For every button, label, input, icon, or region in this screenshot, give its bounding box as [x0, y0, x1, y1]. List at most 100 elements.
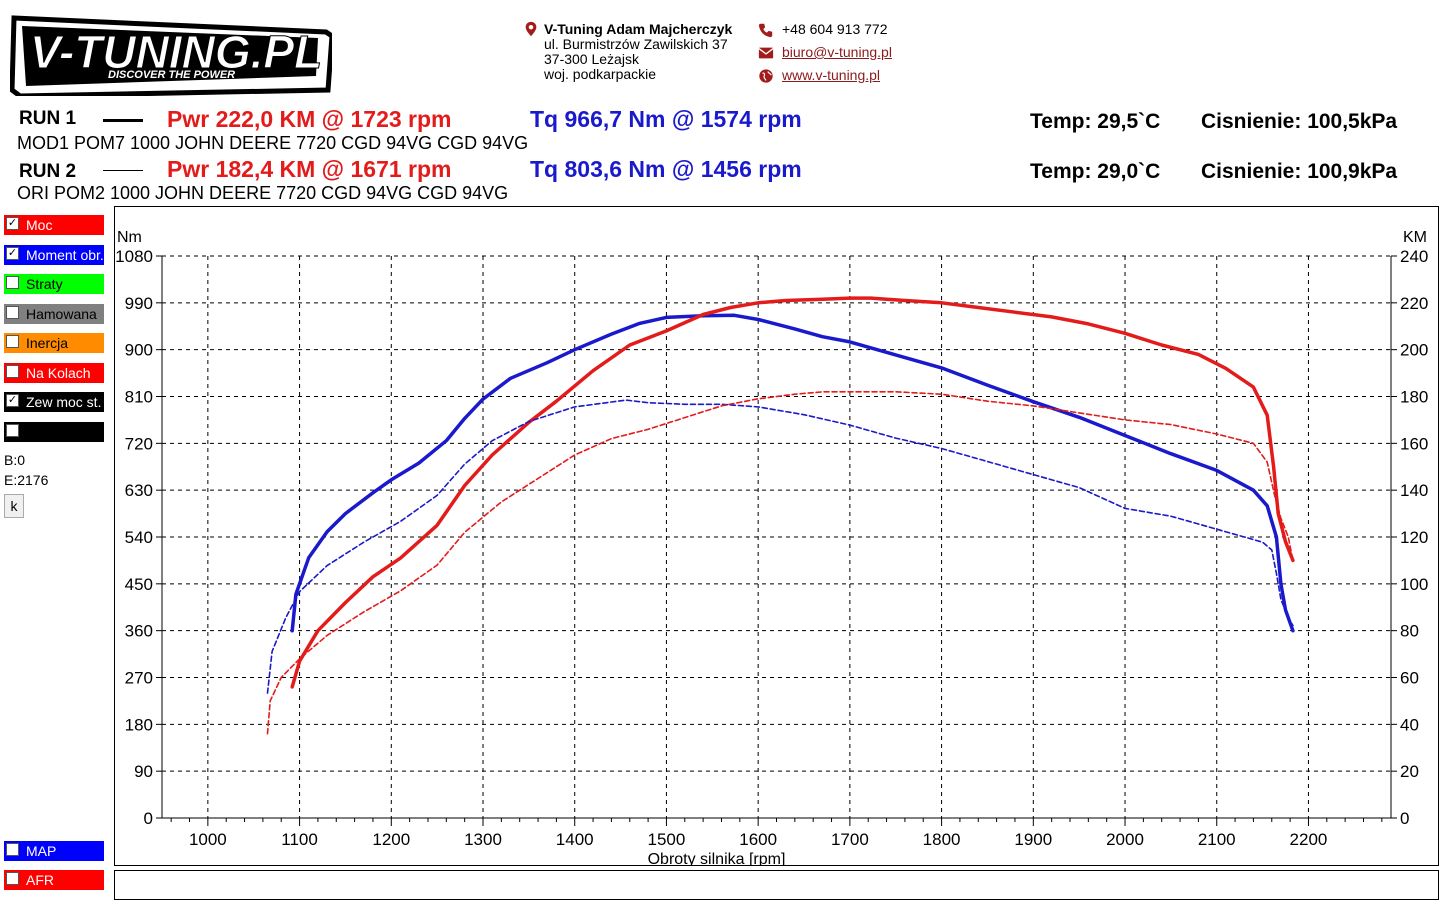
legend-item-map[interactable]: MAP [4, 841, 104, 861]
x-tick-label: 1700 [831, 830, 869, 849]
legend-checkbox[interactable] [6, 276, 19, 289]
legend-label: Moment obr. [26, 246, 104, 263]
phone-icon [758, 23, 773, 38]
legend-checkbox[interactable]: ✓ [6, 246, 19, 260]
y-right-tick-label: 200 [1400, 341, 1428, 360]
legend-checkbox[interactable] [6, 872, 19, 885]
x-tick-label: 1600 [739, 830, 777, 849]
x-tick-label: 1500 [648, 830, 686, 849]
legend-item-hamowana[interactable]: Hamowana [4, 303, 104, 324]
run2-label: RUN 2 [19, 161, 77, 182]
dyno-chart: 0 90 180 270 360 450 540 630 720 810 900 990 1080 0 20… [115, 229, 1428, 868]
y-left-tick-label: 900 [125, 341, 153, 360]
y-right-tick-label: 80 [1400, 622, 1419, 641]
run1-pressure: Cisnienie: 100,5kPa [1201, 110, 1398, 133]
legend-label: Straty [26, 276, 63, 292]
x-axis-title: Obroty silnika [rpm] [648, 851, 786, 865]
website-link[interactable]: www.v-tuning.pl [782, 67, 881, 83]
e-value: E:2176 [4, 472, 49, 488]
globe-icon [759, 69, 773, 83]
legend-label: Inercja [26, 335, 69, 351]
bottom-panel [114, 870, 1439, 900]
x-tick-label: 1100 [281, 830, 318, 849]
b-value: B:0 [4, 452, 26, 468]
y-right-tick-label: 240 [1400, 247, 1428, 266]
legend-checkbox[interactable]: ✓ [6, 394, 19, 407]
legend-label: Zew moc st. [26, 394, 102, 410]
y-left-tick-label: 360 [125, 622, 153, 641]
legend-checkbox[interactable] [6, 423, 19, 437]
run2-power: Pwr 182,4 KM @ 1671 rpm [167, 156, 452, 182]
x-tick-label: 1800 [923, 830, 961, 849]
y-left-tick-label: 1080 [115, 247, 153, 266]
run1-power: Pwr 222,0 KM @ 1723 rpm [167, 106, 452, 132]
address-region: woj. podkarpackie [544, 66, 657, 82]
y-left-tick-label: 450 [125, 575, 153, 594]
y-right-tick-label: 180 [1400, 388, 1428, 407]
x-tick-label: 1200 [372, 830, 410, 849]
run2-pressure: Cisnienie: 100,9kPa [1201, 160, 1398, 183]
legend-label: Moc [26, 217, 53, 233]
y-left-tick-label: 270 [125, 669, 153, 688]
y-left-tick-label: 810 [125, 388, 153, 407]
x-tick-label: 1000 [189, 830, 227, 849]
address-street: ul. Burmistrzów Zawilskich 37 [544, 36, 728, 52]
x-tick-label: 2200 [1290, 830, 1328, 849]
y-left-tick-label: 720 [125, 434, 153, 453]
legend-label: MAP [26, 843, 57, 859]
company-name: V-Tuning Adam Majcherczyk [544, 21, 733, 37]
legend-item-blank[interactable] [4, 421, 104, 442]
legend-item-moc[interactable]: ✓ Moc [4, 215, 104, 235]
legend-checkbox[interactable] [6, 305, 19, 319]
y-right-tick-label: 40 [1400, 715, 1419, 734]
y-left-tick-label: 990 [125, 294, 153, 313]
x-tick-label: 2100 [1198, 830, 1236, 849]
legend-item-afr[interactable]: AFR [4, 870, 104, 890]
run1-line-sample [103, 119, 143, 122]
series-run1-power-line [290, 296, 1295, 689]
legend-item-zew-moc-st[interactable]: ✓ Zew moc st. [4, 392, 104, 412]
email-link[interactable]: biuro@v-tuning.pl [782, 44, 892, 60]
chart-frame: 0 90 180 270 360 450 540 630 720 810 900 990 1080 0 20… [114, 206, 1439, 868]
logo-text: V-TUNING.PL [30, 26, 322, 78]
v-tuning-logo: V-TUNING.PL DISCOVER THE POWER [10, 15, 332, 96]
legend-checkbox[interactable] [6, 335, 19, 348]
run2-temp: Temp: 29,0`C [1030, 160, 1161, 183]
legend-item-moment-obr[interactable]: ✓ Moment obr. [4, 244, 104, 265]
y-right-tick-label: 160 [1400, 434, 1428, 453]
legend-checkbox[interactable] [6, 843, 19, 856]
series-run2-torque-line [266, 399, 1294, 694]
y-right-tick-label: 0 [1400, 809, 1409, 828]
phone-number: +48 604 913 772 [782, 21, 888, 37]
y-right-tick-label: 140 [1400, 481, 1428, 500]
run1-label: RUN 1 [19, 108, 77, 129]
legend-item-straty[interactable]: Straty [4, 274, 104, 294]
y-left-tick-label: 0 [144, 809, 153, 828]
y-left-tick-label: 630 [125, 481, 153, 500]
run1-description: MOD1 POM7 1000 JOHN DEERE 7720 CGD 94VG … [17, 133, 529, 153]
legend-checkbox[interactable]: ✓ [6, 217, 19, 230]
address-city: 37-300 Leżajsk [544, 51, 639, 67]
legend-label: Hamowana [26, 305, 97, 322]
email-icon [758, 47, 774, 59]
location-pin-icon [525, 21, 537, 37]
y-left-tick-label: 180 [125, 715, 153, 734]
y-right-tick-label: 120 [1400, 528, 1428, 547]
legend-label: AFR [26, 872, 54, 888]
legend-label: Na Kolach [26, 364, 91, 381]
run2-description: ORI POM2 1000 JOHN DEERE 7720 CGD 94VG C… [17, 183, 509, 203]
run1-temp: Temp: 29,5`C [1030, 110, 1161, 133]
y-right-unit: KM [1403, 229, 1427, 246]
legend-item-inercja[interactable]: Inercja [4, 333, 104, 353]
logo-tagline: DISCOVER THE POWER [108, 69, 235, 81]
series-run1-torque-line [290, 313, 1295, 633]
run2-torque: Tq 803,6 Nm @ 1456 rpm [530, 156, 802, 182]
x-tick-label: 2000 [1106, 830, 1144, 849]
x-tick-label: 1300 [464, 830, 502, 849]
legend-item-na-kolach[interactable]: Na Kolach [4, 362, 104, 383]
y-left-tick-label: 540 [125, 528, 153, 547]
y-right-tick-label: 100 [1400, 575, 1428, 594]
legend-checkbox[interactable] [6, 364, 19, 378]
x-tick-label: 1400 [556, 830, 594, 849]
k-button[interactable]: k [4, 494, 24, 518]
